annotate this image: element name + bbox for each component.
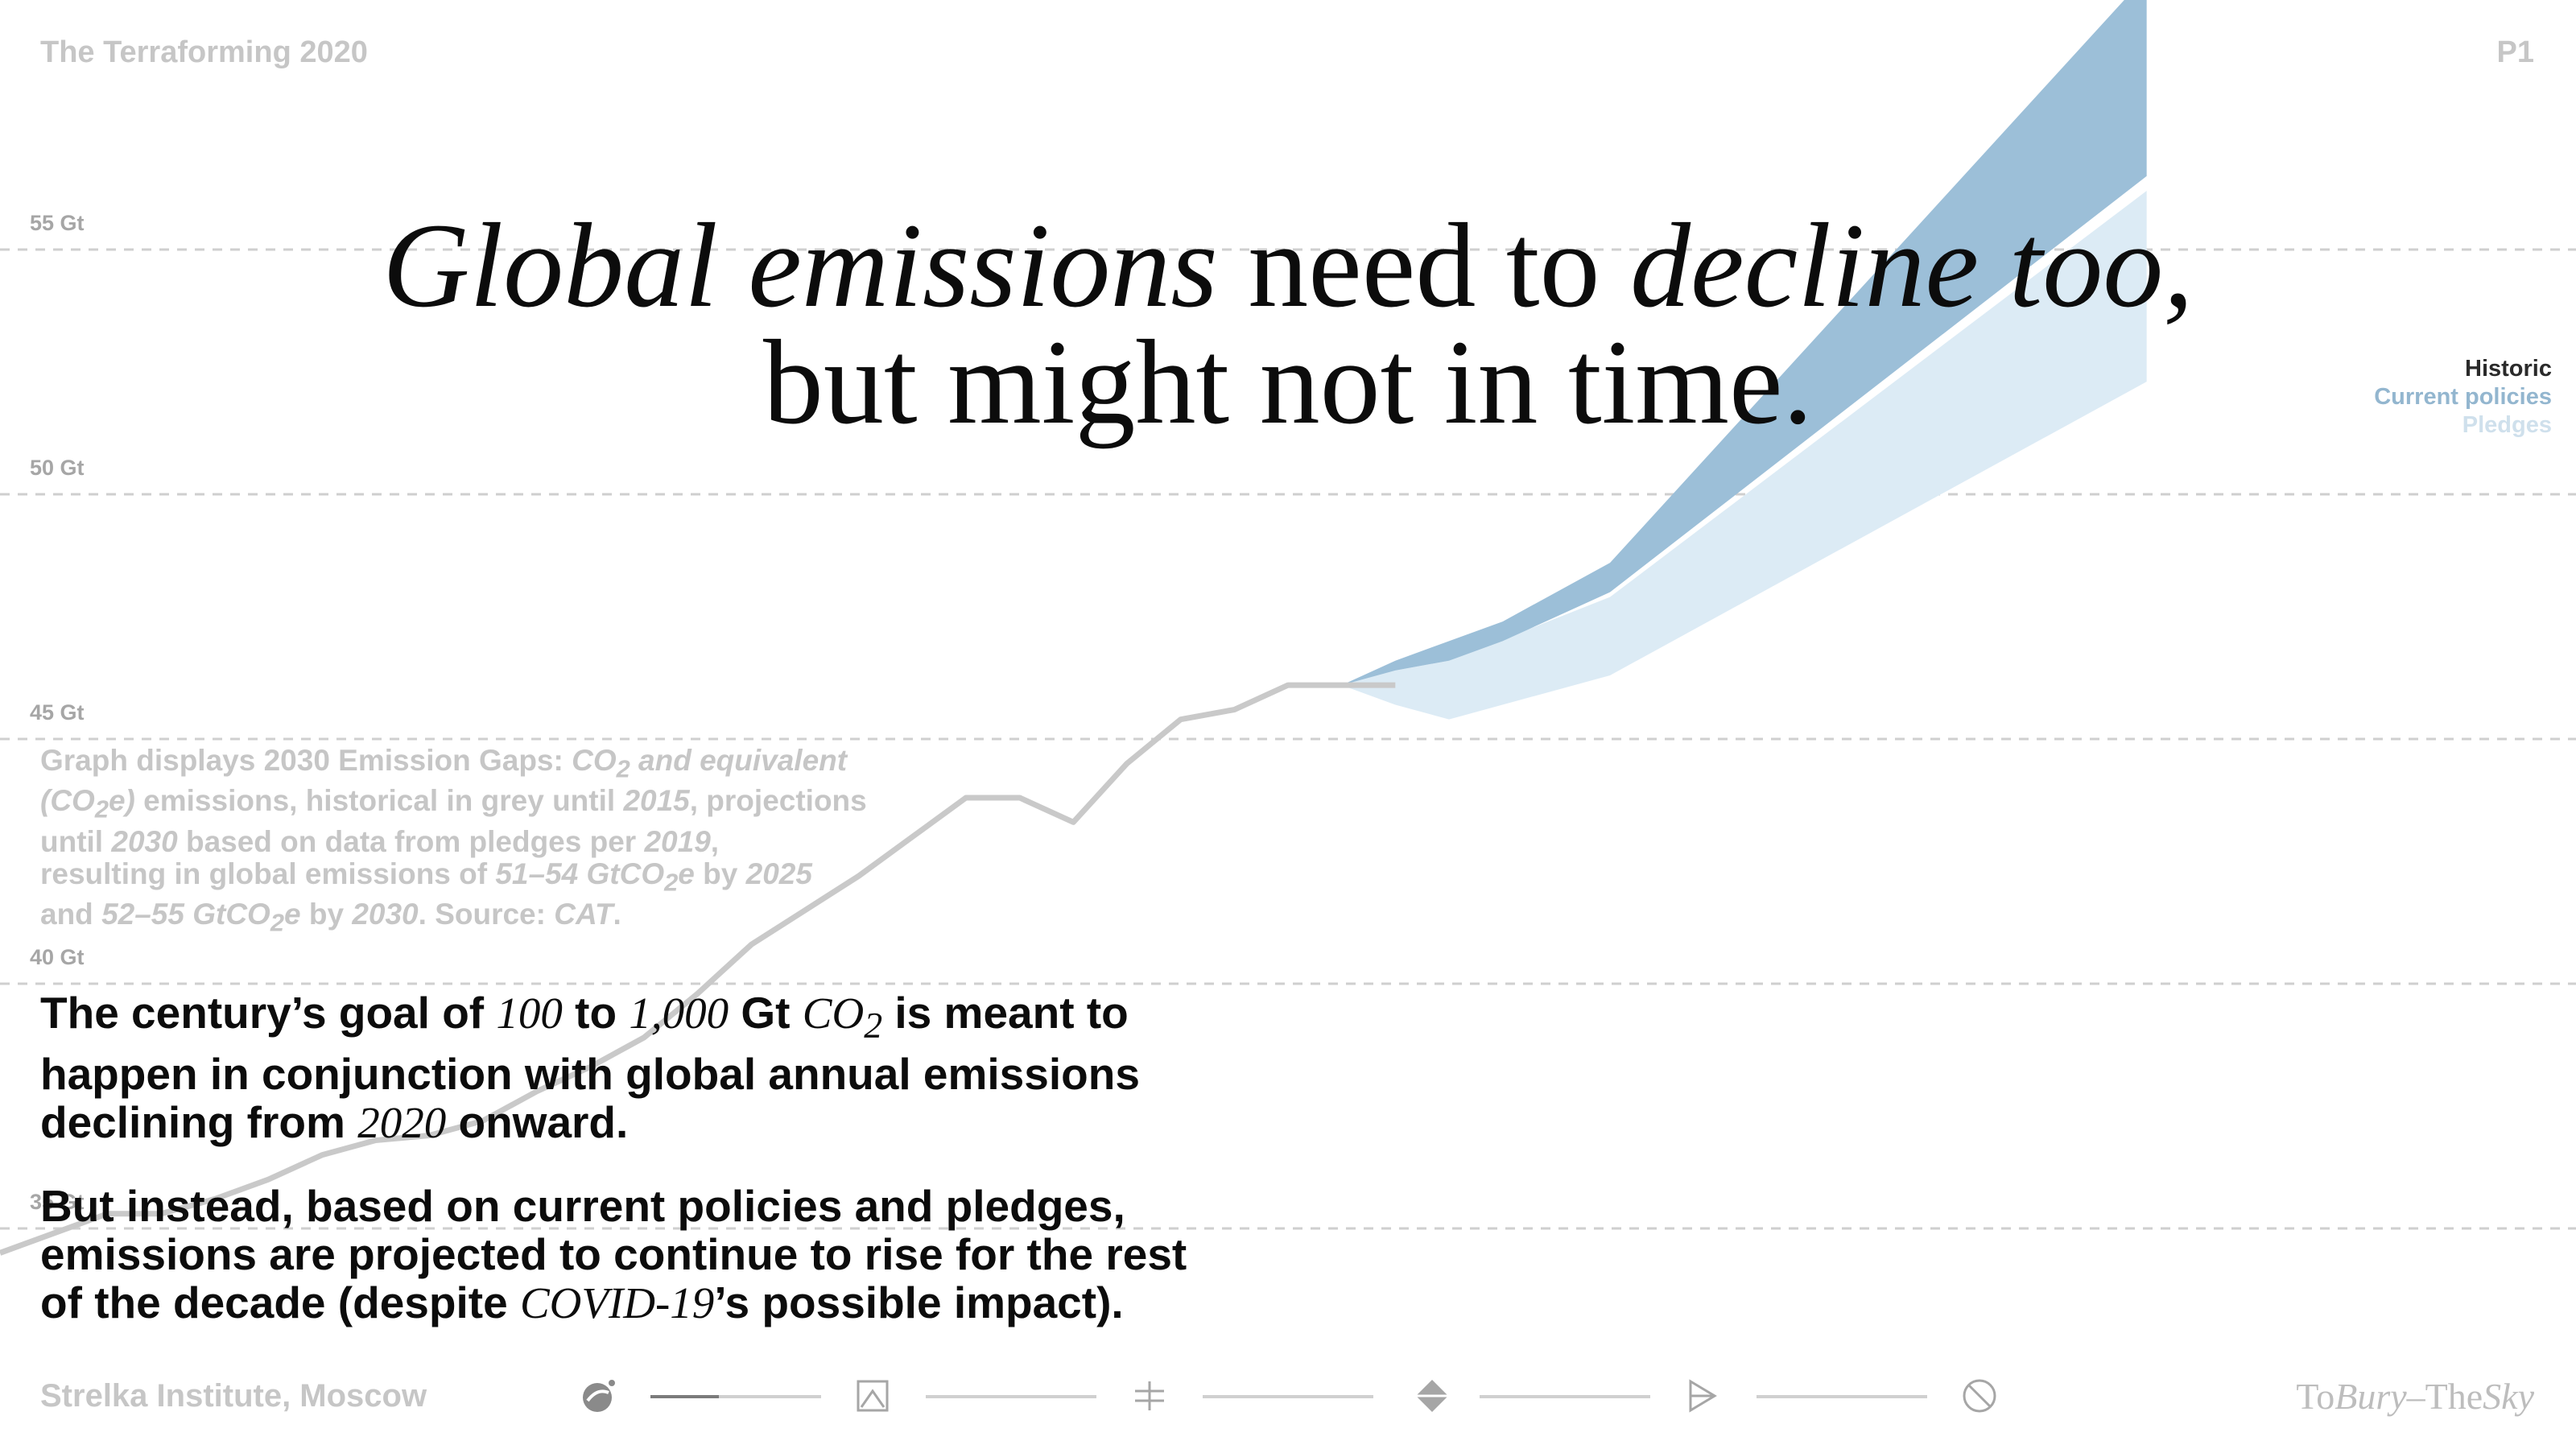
note-text: 2 (94, 795, 109, 824)
globe-icon[interactable] (580, 1377, 618, 1415)
image-icon[interactable] (853, 1377, 892, 1415)
note-text: 51–54 GtCO (495, 857, 665, 890)
y-tick-label: 45 Gt (30, 700, 85, 724)
body-paragraph-1: The century’s goal of 100 to 1,000 Gt CO… (40, 989, 1248, 1147)
body-text: emissions are projected to continue to r… (40, 1229, 1187, 1279)
brand-text: –The (2406, 1376, 2483, 1417)
note-text: . Source: (418, 898, 555, 931)
body-text: is meant to (882, 988, 1129, 1038)
note-text: . (613, 898, 621, 931)
footer-brand-logo: ToBury–TheSky (2296, 1375, 2534, 1418)
note-text: and (40, 898, 102, 931)
nav-progress-fill (650, 1395, 719, 1398)
note-text: e (284, 898, 301, 931)
series-historic-line (0, 682, 1396, 1256)
y-tick-label: 40 Gt (30, 945, 85, 969)
note-text: 2 (664, 868, 679, 897)
note-text: by (300, 898, 353, 931)
body-text: happen in conjunction with global annual… (40, 1049, 1140, 1099)
band-current-policies (1341, 0, 2147, 686)
body-text: COVID-19 (519, 1278, 715, 1327)
body-text: onward. (446, 1097, 629, 1147)
body-text: 2 (864, 1005, 883, 1046)
legend-historic: Historic (2465, 356, 2552, 382)
chart-source-note: Graph displays 2030 Emission Gaps: CO2 a… (40, 745, 942, 939)
forbidden-icon[interactable] (1960, 1377, 1999, 1415)
body-text: But instead, based on current policies a… (40, 1181, 1125, 1231)
legend-pledges: Pledges (2462, 412, 2552, 438)
note-text: based on data from pledges per (177, 824, 645, 858)
note-text: 52–55 GtCO (101, 898, 270, 931)
y-tick-label: 35 Gt (30, 1190, 85, 1214)
headline-line-1: Global emissions need to decline too, (0, 205, 2576, 326)
note-text: , projections (689, 784, 867, 818)
body-text: 1,000 (629, 989, 729, 1038)
brand-text: To (2296, 1376, 2335, 1417)
headline-emph-2: decline too, (1630, 199, 2194, 332)
note-text: 2 (616, 754, 630, 783)
body-text: ’s possible impact). (714, 1278, 1124, 1327)
body-paragraph-2: But instead, based on current policies a… (40, 1182, 1248, 1327)
body-text: 100 (496, 989, 563, 1038)
body-text: CO (802, 989, 865, 1038)
band-pledges (1341, 191, 2147, 720)
note-text: CAT (554, 898, 613, 931)
body-text: Gt (729, 988, 803, 1038)
nav-separator (1203, 1395, 1373, 1398)
historic-line-layer (0, 682, 1396, 1256)
note-text: until (40, 824, 112, 858)
play-icon[interactable] (1682, 1377, 1721, 1415)
nav-separator (1480, 1395, 1650, 1398)
note-text: CO (572, 744, 617, 777)
headline-plain-1: need to (1217, 199, 1631, 332)
note-text: 2015 (623, 784, 690, 818)
note-text: emissions, historical in grey until (134, 784, 624, 818)
note-text: 2019 (644, 824, 711, 858)
body-text: 2020 (357, 1098, 447, 1147)
body-text: declining from (40, 1097, 358, 1147)
note-text: resulting in global emissions of (40, 857, 496, 890)
page-number: P1 (2496, 35, 2534, 69)
note-text: by (694, 857, 746, 890)
brand-text: Bury (2334, 1376, 2407, 1417)
headline-line-2: but might not in time. (762, 316, 1814, 449)
diamond-icon[interactable] (1413, 1377, 1451, 1415)
note-text: e) (108, 784, 135, 818)
note-text: 2 (270, 908, 284, 937)
note-text: Graph displays 2030 Emission Gaps: (40, 744, 572, 777)
note-text: , (710, 824, 720, 858)
y-tick-label: 50 Gt (30, 456, 85, 480)
footer-institution: Strelka Institute, Moscow (40, 1378, 427, 1414)
nav-separator (1757, 1395, 1927, 1398)
grid-icon[interactable] (1130, 1377, 1169, 1415)
note-text: (CO (40, 784, 95, 818)
note-text: and equivalent (630, 744, 848, 777)
note-text: 2025 (745, 857, 812, 890)
note-text: 2030 (352, 898, 419, 931)
headline-emph-1: Global emissions (382, 199, 1218, 332)
nav-progress-track[interactable] (650, 1395, 821, 1398)
projection-bands (1341, 0, 2147, 720)
nav-separator (926, 1395, 1096, 1398)
body-text: of the decade (despite (40, 1278, 520, 1327)
body-text: to (562, 988, 630, 1038)
note-text: e (678, 857, 695, 890)
brand-text: Sky (2483, 1376, 2534, 1417)
legend-current-policies: Current policies (2374, 384, 2552, 410)
y-tick-label: 55 Gt (30, 211, 85, 235)
note-text: 2030 (111, 824, 178, 858)
body-text: The century’s goal of (40, 988, 497, 1038)
deck-title: The Terraforming 2020 (40, 35, 368, 69)
